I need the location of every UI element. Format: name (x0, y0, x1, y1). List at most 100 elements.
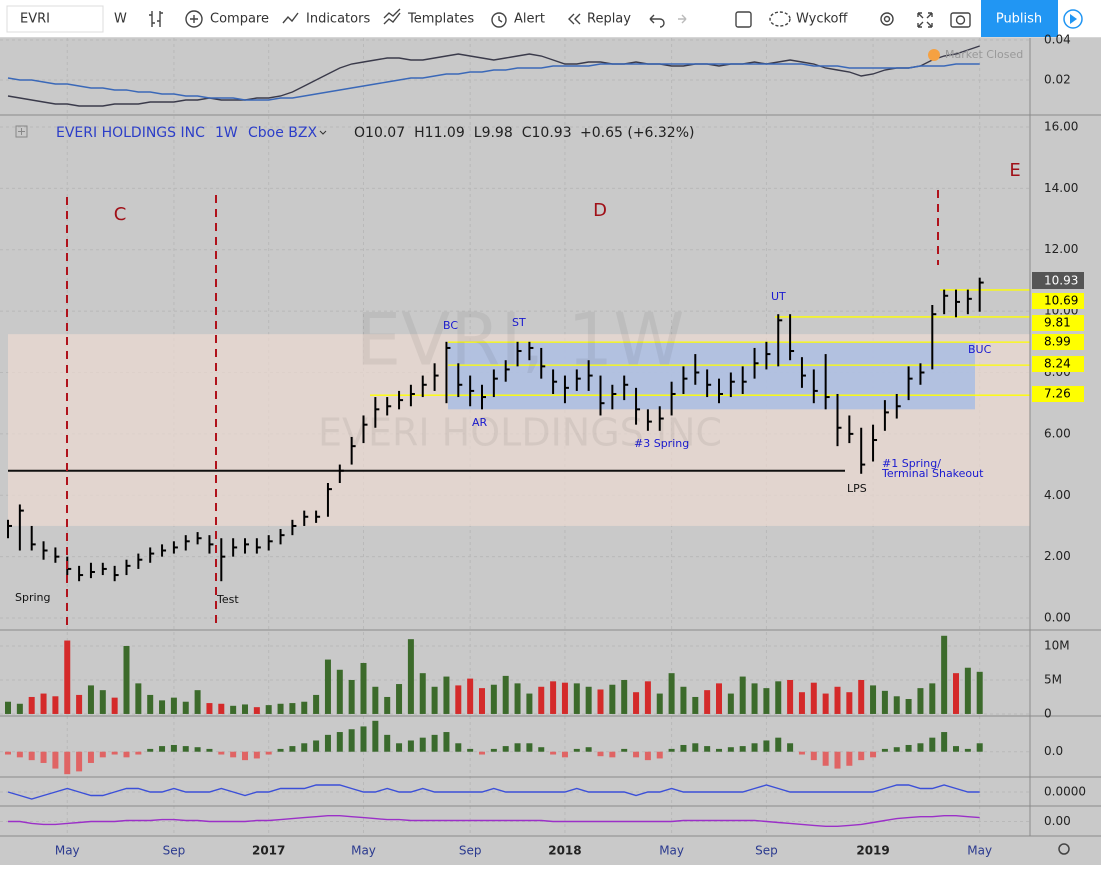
volume-bar (763, 688, 770, 714)
momentum-bar (301, 743, 308, 752)
compare-icon[interactable] (185, 10, 203, 28)
volume-bar (407, 639, 414, 714)
toolbar-item[interactable]: Templates (407, 12, 474, 27)
chart: 0.002.004.006.008.0010.0012.0014.0016.00… (0, 33, 1101, 858)
redo-icon[interactable] (678, 14, 687, 24)
volume-bar (170, 697, 177, 714)
momentum-bar (479, 751, 485, 755)
axis-settings[interactable] (1058, 843, 1070, 855)
templates-icon[interactable] (383, 8, 401, 25)
legend-value: 11.09 (425, 125, 465, 141)
settings-icon[interactable] (880, 12, 894, 26)
bar-style-icon[interactable] (149, 11, 163, 27)
legend-exchange: Cboe BZX (248, 125, 317, 141)
volume-bar (455, 685, 462, 714)
volume-bar (668, 673, 675, 714)
legend-chevron[interactable] (319, 130, 327, 135)
y-tick-label: 2.00 (1044, 549, 1071, 563)
momentum-bar (893, 747, 900, 752)
alert-icon[interactable] (491, 12, 507, 28)
volume-bar (787, 679, 794, 714)
publish-button[interactable] (981, 0, 1058, 37)
momentum-bar (727, 747, 734, 752)
momentum-bar (597, 751, 604, 757)
legend-value: 9.98 (482, 125, 513, 141)
momentum-bar (230, 751, 237, 758)
level-label-bg (1032, 386, 1084, 402)
momentum-bar (573, 748, 580, 752)
momentum-bar (313, 740, 320, 752)
toolbar-item[interactable]: Alert (514, 12, 545, 27)
publish-label[interactable]: Publish (996, 12, 1042, 27)
momentum-bar (87, 751, 94, 763)
snapshot-icon[interactable] (950, 12, 971, 28)
legend-ohlc: O 10.07 H 11.09 L 9.98 C 10.93 (354, 125, 572, 141)
level-label-bg (1032, 315, 1084, 331)
momentum-bar (147, 748, 154, 752)
volume-bar (680, 686, 687, 714)
volume-bar (76, 694, 83, 714)
collapse-glyph (18, 128, 25, 135)
play-icon (1070, 14, 1077, 24)
momentum-bar (656, 751, 663, 759)
x-tick-label: Sep (755, 844, 778, 858)
volume-bar (87, 685, 94, 714)
interval[interactable]: W (114, 12, 127, 27)
symbol[interactable]: EVRI (20, 12, 50, 27)
fullscreen-icon[interactable] (917, 12, 933, 28)
volume-bar (656, 693, 663, 714)
volume-bar (384, 696, 391, 714)
y-tick-label: 12.00 (1044, 242, 1078, 256)
replay-icon[interactable] (568, 13, 581, 25)
volume-bar (502, 675, 509, 714)
volume-bar (16, 703, 23, 714)
watermark-name: EVERI HOLDINGS INC (318, 411, 722, 455)
x-tick-label: May (967, 844, 992, 858)
annotation: #1 Spring/ (882, 457, 941, 470)
momentum-bar (182, 746, 189, 752)
market-status: Market Closed (945, 48, 1023, 61)
volume-bar (822, 693, 829, 714)
momentum-bar (76, 751, 83, 772)
momentum-bar (52, 751, 59, 769)
volume-bar (881, 690, 888, 714)
momentum-bar (40, 751, 47, 763)
volume-bar (135, 683, 142, 714)
momentum-bar (976, 743, 983, 752)
momentum-bar (739, 746, 746, 752)
cloud-icon[interactable] (769, 11, 791, 27)
volume-bar (182, 701, 189, 714)
toolbar-item[interactable]: Replay (587, 12, 631, 27)
volume-bar (941, 635, 948, 714)
momentum-bar (218, 751, 225, 755)
collapse-icon[interactable] (15, 125, 28, 138)
toolbar-item[interactable]: Indicators (306, 12, 370, 27)
level-label-bg (1032, 334, 1084, 350)
momentum-bar (692, 743, 699, 752)
legend-key: C (522, 125, 532, 141)
play-button[interactable] (1063, 9, 1083, 29)
volume-bar (775, 681, 782, 714)
y-tick-label: 0.02 (1044, 73, 1071, 87)
momentum-bar (64, 751, 71, 775)
momentum-bar (644, 751, 651, 761)
momentum-bar (621, 748, 628, 752)
toolbar-item[interactable]: Compare (210, 12, 269, 27)
watermark-symbol: EVRI, 1W (356, 298, 685, 382)
momentum-bar (277, 748, 284, 752)
indicators-icon[interactable] (282, 12, 299, 24)
volume-bar (301, 701, 308, 714)
undo-icon[interactable] (649, 14, 665, 28)
legend-interval: 1W (215, 125, 238, 141)
symbol-box[interactable] (6, 5, 104, 33)
annotation: #3 Spring (634, 437, 689, 450)
volume-bar (893, 696, 900, 714)
layout-icon[interactable] (735, 11, 752, 28)
layout-name[interactable]: Wyckoff (796, 12, 848, 27)
momentum-bar (242, 751, 248, 761)
momentum-bar (810, 751, 817, 761)
momentum-bar (905, 744, 912, 752)
y-tick-label: 0.04 (1044, 33, 1071, 47)
volume-bar (798, 692, 805, 714)
y-tick-label: 0.00 (1044, 611, 1071, 625)
